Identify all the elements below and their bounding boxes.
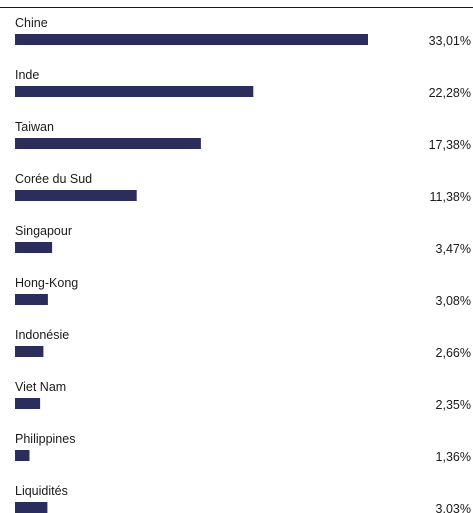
bar <box>15 34 368 45</box>
category-label: Corée du Sud <box>15 172 92 186</box>
value-label: 33,01% <box>429 34 471 48</box>
bar <box>15 450 30 461</box>
value-label: 2,66% <box>436 346 471 360</box>
value-label: 3,03% <box>436 502 471 513</box>
category-label: Inde <box>15 68 39 82</box>
value-label: 1,36% <box>436 450 471 464</box>
value-label: 3,08% <box>436 294 471 308</box>
bar <box>15 190 137 201</box>
value-label: 3,47% <box>436 242 471 256</box>
value-label: 11,38% <box>430 190 471 204</box>
value-label: 2,35% <box>436 398 471 412</box>
bar <box>15 346 44 357</box>
category-label: Viet Nam <box>15 380 66 394</box>
category-label: Chine <box>15 16 48 30</box>
bar <box>15 294 48 305</box>
bar <box>15 138 201 149</box>
category-label: Taiwan <box>15 120 54 134</box>
bar <box>15 398 41 409</box>
bar <box>15 502 48 513</box>
category-label: Philippines <box>15 432 75 446</box>
value-label: 22,28% <box>429 86 471 100</box>
category-label: Hong-Kong <box>15 276 78 290</box>
category-label: Liquidités <box>15 484 68 498</box>
category-label: Indonésie <box>15 328 69 342</box>
bar <box>15 86 254 97</box>
bar <box>15 242 53 253</box>
category-label: Singapour <box>15 224 72 238</box>
value-label: 17,38% <box>429 138 471 152</box>
